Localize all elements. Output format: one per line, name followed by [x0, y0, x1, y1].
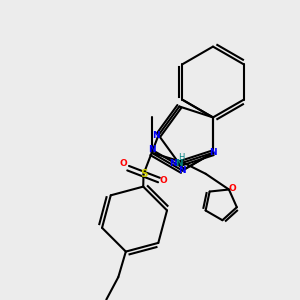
Text: S: S [140, 169, 147, 179]
Text: O: O [228, 184, 236, 193]
Text: N: N [175, 159, 182, 168]
Text: N: N [209, 148, 217, 157]
Text: N: N [152, 130, 159, 140]
Text: N: N [178, 166, 186, 175]
Text: H: H [178, 153, 185, 162]
Text: O: O [160, 176, 167, 184]
Text: O: O [120, 159, 128, 168]
Text: N: N [169, 159, 177, 168]
Text: N: N [148, 145, 155, 154]
